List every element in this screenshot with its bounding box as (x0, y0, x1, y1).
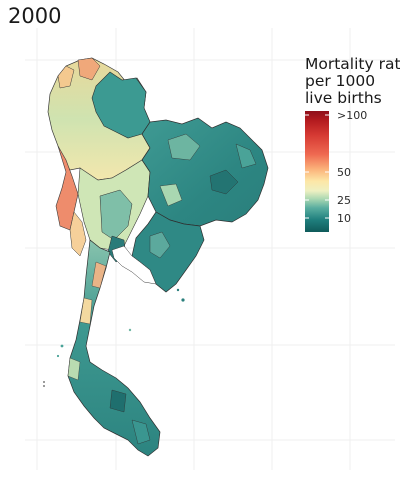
legend-title: Mortality rate per 1000 live births (305, 56, 400, 107)
region-north-hotspot (77, 57, 101, 81)
legend-tick-label: >100 (337, 109, 368, 122)
legend-tick-label: 50 (337, 166, 351, 179)
legend-title-line-2: per 1000 (305, 72, 376, 90)
island-west (60, 344, 64, 348)
legend-title-line-1: Mortality rate (305, 55, 400, 73)
region-east (131, 211, 205, 293)
gulf-of-thailand (111, 245, 157, 285)
region-northeast (141, 117, 269, 227)
figure-title: 2000 (8, 4, 62, 28)
legend-tick-label: 10 (337, 212, 351, 225)
legend-title-line-3: live births (305, 89, 382, 107)
legend-color-ramp (305, 111, 329, 232)
legend-tick-label: 25 (337, 194, 351, 207)
island-east (181, 298, 185, 302)
region-south (67, 239, 161, 457)
